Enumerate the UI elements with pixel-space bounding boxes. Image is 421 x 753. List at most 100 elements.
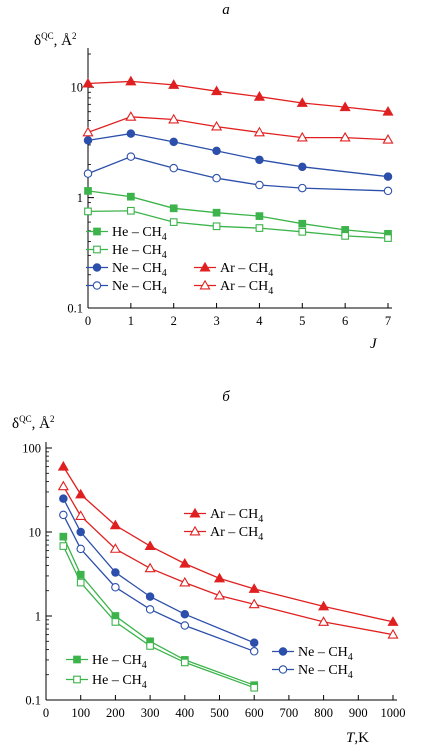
legend-entry: Ne – CH4 <box>272 645 353 663</box>
legend-marker <box>278 665 288 674</box>
legend-entry: Ar – CH4 <box>194 279 273 297</box>
legend-label-text: Ne – CH <box>112 279 162 294</box>
y-tick-label: 100 <box>22 442 41 456</box>
series-line <box>62 514 255 652</box>
x-tick-label-text: 700 <box>280 706 299 720</box>
x-tick-label: 500 <box>210 706 229 720</box>
data-point <box>339 131 351 142</box>
data-point <box>111 568 120 577</box>
legend-label-sub: 4 <box>348 670 353 681</box>
series-line <box>87 116 389 141</box>
legend-label-sub: 4 <box>162 286 167 297</box>
legend-label-sub: 4 <box>258 532 263 543</box>
y-tick-label-text: 1 <box>77 191 83 205</box>
legend-label: Ne – CH4 <box>298 645 353 663</box>
series-4 <box>59 532 259 690</box>
y-axis-label-sup: QC <box>41 31 54 41</box>
legend-entry: Ne – CH4 <box>272 663 353 681</box>
data-point <box>383 186 393 196</box>
panel-letter-text: a <box>222 2 230 18</box>
x-tick-label-text: 600 <box>245 706 264 720</box>
data-point <box>180 609 190 619</box>
legend-label-sub: 4 <box>162 268 167 279</box>
data-point <box>248 598 260 609</box>
data-point <box>125 111 137 121</box>
series-4 <box>82 75 394 116</box>
data-point <box>250 683 259 692</box>
series-line <box>62 498 255 644</box>
x-tick-label: 2 <box>171 314 177 328</box>
legend-entry: Ne – CH4 <box>86 279 167 297</box>
legend-marker <box>93 245 101 254</box>
data-point <box>387 616 399 626</box>
series-3 <box>59 510 259 656</box>
y-axis-label-unit: , Å <box>54 33 73 49</box>
y-tick-label-text: 0.1 <box>67 302 83 316</box>
x-tick-label: 700 <box>280 706 299 720</box>
legend-label-text: Ne – CH <box>112 261 162 276</box>
data-point <box>111 618 120 626</box>
series-3 <box>83 152 393 196</box>
series-5 <box>82 111 394 144</box>
x-tick-label: 1000 <box>381 706 406 720</box>
legend-label: He – CH4 <box>92 673 147 691</box>
data-point <box>169 204 178 213</box>
y-tick-label-text: 10 <box>71 81 84 95</box>
data-point <box>84 207 92 216</box>
panel-letter: б <box>222 389 230 405</box>
legend-label-sub: 4 <box>142 660 147 671</box>
legend-label-sub: 4 <box>268 268 273 279</box>
data-point <box>82 77 94 88</box>
legend-label: Ne – CH4 <box>298 663 353 681</box>
data-point <box>249 647 259 656</box>
data-point <box>341 232 349 240</box>
x-tick-label: 5 <box>299 314 305 328</box>
data-point <box>59 494 68 503</box>
data-point <box>127 192 135 201</box>
legend-label-sub: 4 <box>268 286 273 297</box>
data-point <box>339 101 351 112</box>
data-point <box>298 227 307 236</box>
x-tick-label-text: 3 <box>213 314 219 328</box>
legend-label: He – CH4 <box>112 225 167 243</box>
data-point <box>211 120 223 131</box>
data-point <box>146 642 154 650</box>
x-tick-label-text: 500 <box>210 706 229 720</box>
x-tick-label-text: 7 <box>385 314 391 328</box>
legend-entry: Ar – CH4 <box>194 261 273 279</box>
legend-marker <box>73 655 81 664</box>
y-axis-label-unit: , Å <box>32 416 51 432</box>
data-point <box>382 133 394 144</box>
y-tick-label: 0.1 <box>25 694 41 708</box>
data-point <box>57 480 69 491</box>
data-point <box>125 75 137 86</box>
legend-marker <box>92 281 102 290</box>
data-point <box>255 212 264 220</box>
y-axis-label: δQC, Å2 <box>12 414 54 432</box>
legend-marker <box>73 675 81 684</box>
legend-label: He – CH4 <box>92 653 147 671</box>
series-2 <box>83 129 393 181</box>
legend-label: Ar – CH4 <box>210 507 263 525</box>
x-tick-label-text: 100 <box>71 706 90 720</box>
data-point <box>318 600 330 611</box>
x-tick-label: 6 <box>342 314 348 328</box>
data-point <box>109 543 121 553</box>
series-1 <box>57 480 399 639</box>
data-point <box>109 519 121 530</box>
x-tick-label: 600 <box>245 706 264 720</box>
data-point <box>249 638 259 648</box>
legend-marker <box>93 227 101 236</box>
data-point <box>145 605 155 614</box>
data-point <box>212 173 221 183</box>
data-point <box>169 218 178 226</box>
x-tick-label: 200 <box>106 706 125 720</box>
x-tick-label: 1 <box>128 314 134 328</box>
legend-marker <box>199 279 211 290</box>
panel-letter: a <box>222 2 230 18</box>
data-point <box>298 219 307 228</box>
series-1 <box>84 206 392 242</box>
x-tick-label: 400 <box>175 706 194 720</box>
